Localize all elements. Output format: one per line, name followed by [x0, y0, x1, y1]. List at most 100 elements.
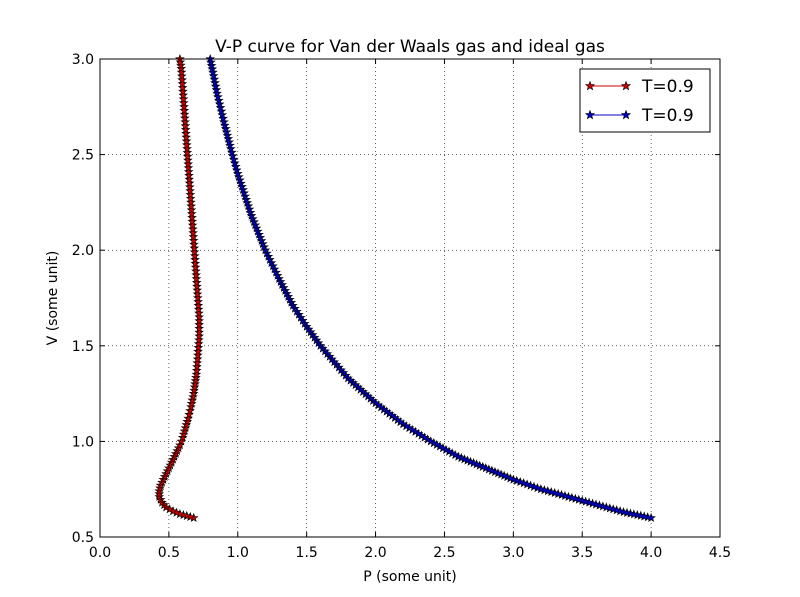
series-1-marker: [181, 139, 192, 150]
series-1-marker: [182, 143, 192, 153]
y-tick-label: 1.0: [72, 434, 94, 450]
series-1-marker: [184, 170, 194, 180]
series-1-marker: [188, 388, 199, 398]
series-1-marker: [190, 254, 200, 264]
series-1-marker: [181, 128, 191, 138]
series-1-marker: [178, 90, 189, 100]
grid: [100, 59, 720, 537]
series-1-marker: [185, 182, 195, 192]
legend-label-series-2: T=0.9: [641, 106, 694, 126]
series-1-marker: [184, 174, 195, 184]
series-1-marker: [193, 350, 203, 360]
series-1-marker: [188, 224, 198, 234]
x-tick-label: 3.5: [571, 545, 593, 561]
series-1-marker: [154, 488, 165, 499]
series-1-marker: [186, 208, 197, 218]
legend-marker-series-1: [620, 80, 632, 91]
series-1-marker: [191, 266, 201, 276]
series-1-marker: [193, 342, 204, 352]
plot-frame: [99, 58, 721, 538]
series-1-marker: [182, 147, 193, 157]
series-1-marker: [190, 375, 201, 385]
series-1-marker: [178, 94, 189, 104]
x-tick-label: 1.5: [296, 545, 318, 561]
x-tick-label: 4.0: [640, 545, 662, 561]
series-1-marker: [187, 220, 198, 230]
series-1-marker: [194, 327, 205, 337]
series-1-marker: [188, 231, 199, 241]
series-1-marker: [182, 151, 193, 161]
series-1-marker: [189, 239, 199, 249]
series-1-marker: [186, 197, 196, 207]
series-1-marker: [179, 101, 189, 111]
legend: T=0.9 T=0.9: [579, 68, 711, 133]
series-1-marker: [181, 136, 192, 146]
series-1-marker: [189, 382, 200, 392]
series-1-marker: [186, 201, 197, 211]
series-1-marker: [189, 250, 200, 261]
series-layer: [154, 53, 656, 522]
y-axis-label: V (some unit): [45, 251, 61, 346]
legend-label-series-1: T=0.9: [641, 77, 694, 97]
series-1-marker: [193, 346, 203, 356]
series-1-marker: [183, 166, 194, 176]
series-1-marker: [192, 285, 203, 295]
series-1-marker: [184, 178, 195, 188]
series-1-marker: [186, 204, 197, 215]
series-1-marker: [190, 258, 201, 268]
series-1-marker: [191, 277, 202, 287]
series-1-marker: [180, 113, 190, 123]
series-1-marker: [188, 235, 199, 245]
series-1-marker: [194, 308, 204, 318]
series-1-marker: [193, 338, 204, 348]
y-tick-label: 3.0: [72, 52, 94, 68]
series-1-marker: [177, 78, 188, 88]
series-1-marker: [180, 120, 191, 131]
y-tick-label: 0.5: [72, 530, 94, 546]
legend-marker-series-1: [584, 80, 596, 91]
series-1-marker: [189, 247, 200, 257]
series-1-marker: [194, 331, 205, 341]
series-1-marker: [177, 71, 187, 81]
series-1-marker: [192, 354, 203, 364]
legend-box: [579, 68, 711, 133]
series-1-marker: [193, 292, 203, 303]
x-tick-label: 1.0: [227, 545, 249, 561]
series-1-marker: [176, 63, 187, 73]
series-1-marker: [191, 270, 201, 280]
x-tick-label: 2.0: [364, 545, 386, 561]
series-1-marker: [179, 105, 190, 115]
x-tick-label: 3.0: [502, 545, 524, 561]
legend-marker-series-2: [584, 109, 596, 120]
series-1-marker: [194, 335, 204, 345]
series-1-marker: [192, 281, 202, 291]
series-1-marker: [187, 212, 197, 222]
x-axis-label: P (some unit): [363, 569, 457, 585]
series-1-marker: [177, 74, 187, 85]
series-1-marker: [178, 86, 188, 96]
series-1-marker: [183, 162, 194, 173]
series-1-marker: [194, 323, 205, 333]
series-1-marker: [189, 385, 199, 395]
series-1-marker: [183, 155, 193, 165]
series-1-marker: [191, 372, 201, 382]
series-1-marker: [192, 361, 202, 371]
series-1-marker: [193, 296, 203, 306]
series-1-marker: [185, 189, 196, 199]
chart-title: V-P curve for Van der Waals gas and idea…: [215, 37, 605, 57]
y-tick-label: 2.0: [72, 243, 94, 259]
series-1-marker: [190, 262, 201, 272]
series-1-marker: [175, 57, 186, 67]
x-tick-label: 0.0: [89, 545, 111, 561]
series-1-marker: [187, 216, 198, 226]
series-1-marker: [176, 60, 186, 70]
y-tick-label: 2.5: [72, 148, 94, 164]
series-1-marker: [178, 97, 189, 108]
series-1-marker: [181, 132, 192, 142]
series-1-marker: [185, 185, 195, 196]
series-1-marker: [180, 124, 191, 134]
series-1-marker: [190, 378, 200, 389]
series-1-marker: [193, 300, 204, 310]
series-1-marker: [191, 365, 202, 375]
